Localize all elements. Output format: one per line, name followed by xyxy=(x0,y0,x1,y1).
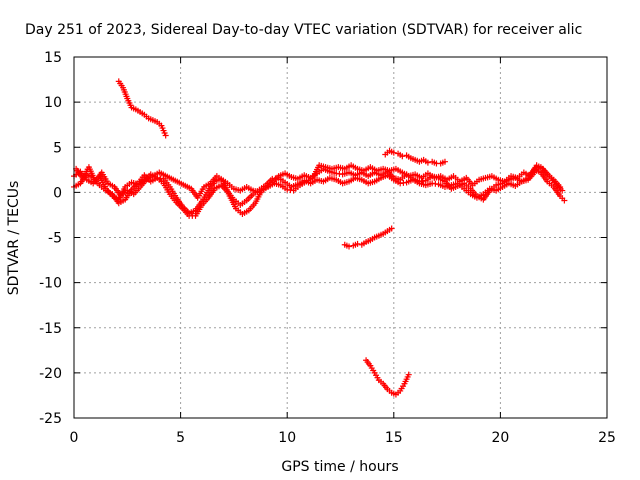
x-tick-label: 5 xyxy=(176,430,185,446)
y-tick-label: -10 xyxy=(39,276,62,292)
data-marker xyxy=(354,240,361,247)
x-tick-label: 20 xyxy=(491,430,509,446)
series-track-d xyxy=(115,78,169,139)
tick-layer: 0 5 10 15 20 25 -25 -20 -15 -10 -5 0 5 10 15 xyxy=(39,50,616,446)
x-tick-label: 0 xyxy=(70,430,79,446)
series-track-c xyxy=(73,162,566,218)
y-axis-label: SDTVAR / TECUs xyxy=(6,181,22,296)
x-tick-label: 10 xyxy=(278,430,296,446)
data-marker xyxy=(405,371,412,378)
data-marker xyxy=(424,159,431,166)
y-tick-label: 10 xyxy=(44,95,62,111)
series-track-f xyxy=(341,225,395,250)
data-marker xyxy=(559,187,566,194)
x-tick-label: 25 xyxy=(598,430,616,446)
x-tick-label: 15 xyxy=(385,430,403,446)
data-marker xyxy=(399,153,406,160)
chart-title: Day 251 of 2023, Sidereal Day-to-day VTE… xyxy=(25,22,582,38)
y-tick-label: 0 xyxy=(53,185,62,201)
series-track-e xyxy=(382,147,448,167)
y-tick-label: 15 xyxy=(44,50,62,66)
data-marker xyxy=(561,197,568,204)
y-tick-label: -25 xyxy=(39,411,62,427)
data-marker xyxy=(162,132,169,139)
data-marker xyxy=(441,158,448,165)
data-layer xyxy=(71,78,568,398)
grid-layer xyxy=(74,57,607,418)
series-track-g xyxy=(363,357,412,398)
y-tick-label: -5 xyxy=(48,231,62,247)
y-tick-label: -20 xyxy=(39,366,62,382)
data-marker xyxy=(388,225,395,232)
y-tick-label: 5 xyxy=(53,140,62,156)
data-marker xyxy=(346,243,353,250)
y-tick-label: -15 xyxy=(39,321,62,337)
x-axis-label: GPS time / hours xyxy=(281,459,398,475)
data-marker xyxy=(390,149,397,156)
